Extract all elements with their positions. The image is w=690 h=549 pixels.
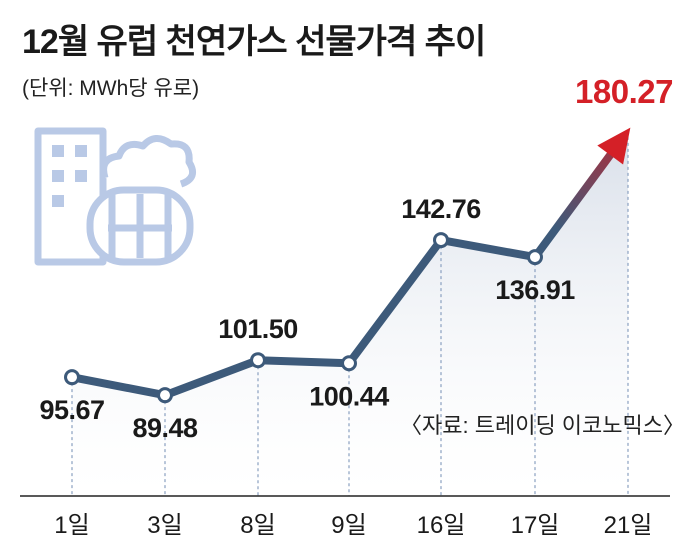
series-line <box>68 236 539 400</box>
guide-lines <box>71 130 629 496</box>
chart-title: 12월 유럽 천연가스 선물가격 추이 <box>22 23 486 61</box>
value-label: 136.91 <box>495 275 575 305</box>
highlight-line <box>531 127 631 262</box>
x-tick-label: 16일 <box>417 512 466 539</box>
x-tick-label: 1일 <box>54 512 89 539</box>
unit-label: (단위: MWh당 유로) <box>22 77 200 100</box>
data-point <box>157 387 173 404</box>
arrow-head-icon <box>597 127 631 165</box>
x-tick-label: 3일 <box>147 512 182 539</box>
data-point <box>250 352 266 369</box>
value-label: 100.44 <box>309 381 389 411</box>
data-point <box>527 249 543 266</box>
value-label: 95.67 <box>39 395 104 425</box>
area-fill <box>72 130 628 496</box>
value-label: 180.27 <box>575 73 673 110</box>
x-tick-label: 8일 <box>240 512 275 539</box>
gas-facility-icon <box>34 127 197 266</box>
highlight-segment <box>531 151 615 262</box>
x-tick-label: 21일 <box>604 512 653 539</box>
source-note: 〈자료: 트레이딩 이코노믹스〉 <box>400 413 685 438</box>
data-point <box>433 232 449 249</box>
data-point <box>64 369 80 386</box>
x-tick-label: 9일 <box>331 512 366 539</box>
x-tick-label: 17일 <box>511 512 560 539</box>
value-label: 142.76 <box>401 194 481 224</box>
value-label: 101.50 <box>218 314 298 344</box>
data-point <box>341 355 357 372</box>
value-label: 89.48 <box>132 413 198 443</box>
